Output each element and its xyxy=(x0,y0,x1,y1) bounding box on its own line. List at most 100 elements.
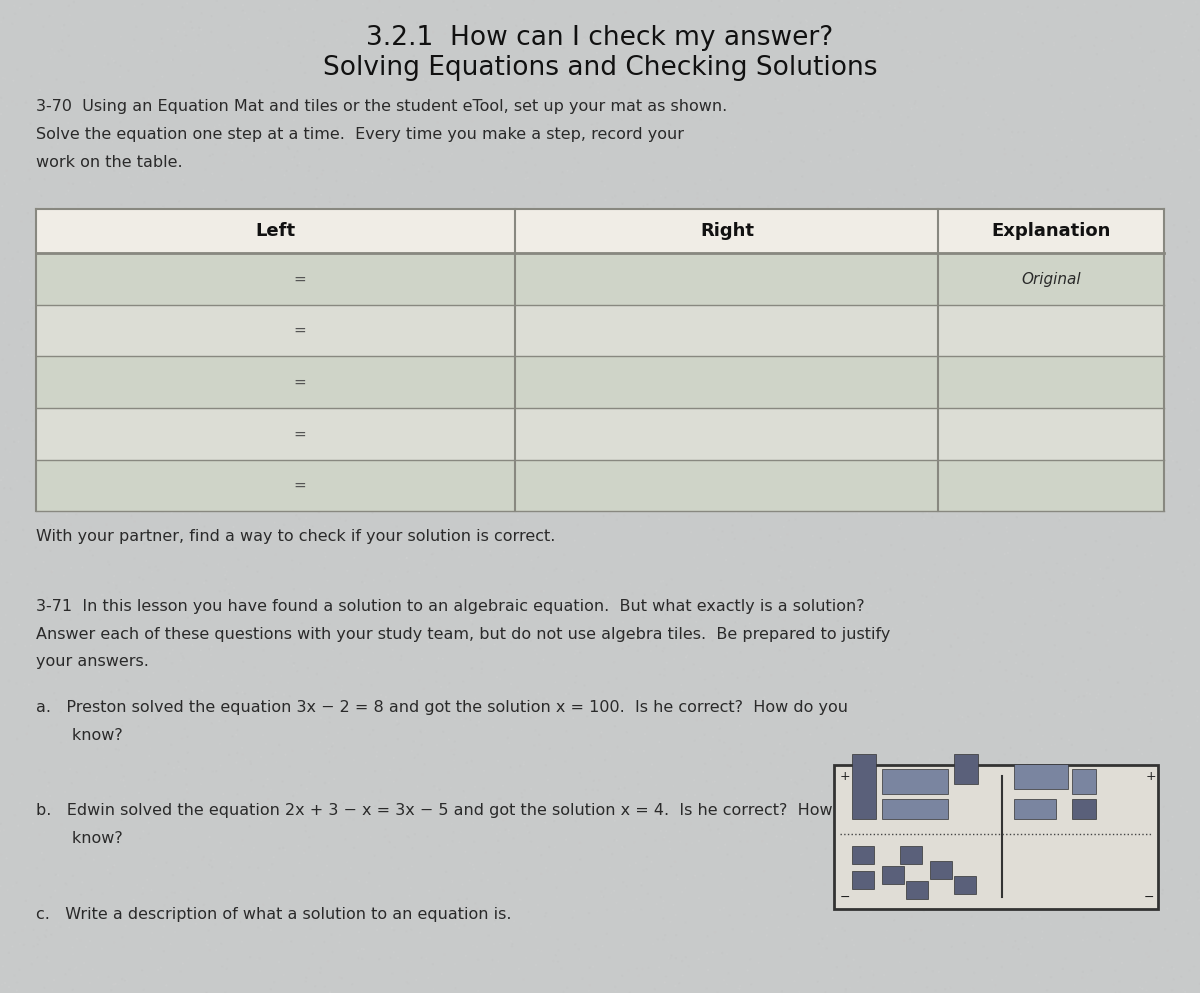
Point xyxy=(688,537,707,553)
Point xyxy=(1079,103,1098,119)
Point xyxy=(775,643,794,659)
Point xyxy=(113,232,132,248)
Point xyxy=(1013,911,1032,926)
Point xyxy=(430,611,449,627)
Point xyxy=(959,598,978,614)
Point xyxy=(44,685,64,701)
Point xyxy=(367,420,386,436)
Point xyxy=(239,452,258,468)
Point xyxy=(1093,400,1112,416)
Point xyxy=(1159,488,1178,503)
Point xyxy=(686,430,706,446)
Point xyxy=(365,530,384,546)
Point xyxy=(326,355,346,370)
Point xyxy=(838,38,857,54)
Point xyxy=(1088,663,1108,679)
Point xyxy=(1080,391,1099,407)
Point xyxy=(322,926,341,942)
Point xyxy=(40,8,59,24)
Point xyxy=(1180,404,1199,420)
Point xyxy=(156,324,175,340)
Point xyxy=(534,77,553,93)
Point xyxy=(35,171,54,187)
Point xyxy=(263,337,282,353)
Point xyxy=(1067,36,1086,52)
Point xyxy=(1034,391,1054,407)
Point xyxy=(78,589,97,605)
Point xyxy=(214,876,233,892)
Point xyxy=(588,115,607,131)
Point xyxy=(587,318,606,334)
Point xyxy=(756,67,775,82)
Point xyxy=(642,757,661,773)
Point xyxy=(787,252,806,268)
Point xyxy=(511,606,530,622)
Point xyxy=(132,559,151,575)
Point xyxy=(898,726,917,742)
Point xyxy=(803,207,822,222)
Point xyxy=(850,216,869,232)
Point xyxy=(840,534,859,550)
Point xyxy=(740,203,760,218)
Point xyxy=(90,288,109,304)
Point xyxy=(560,119,580,135)
Point xyxy=(439,765,458,780)
Point xyxy=(1114,133,1133,149)
Point xyxy=(397,550,416,566)
Point xyxy=(246,110,265,126)
Point xyxy=(116,918,136,933)
Point xyxy=(668,926,688,942)
Point xyxy=(919,261,938,277)
Point xyxy=(786,511,805,527)
Point xyxy=(708,821,727,837)
Point xyxy=(52,458,71,474)
Point xyxy=(659,492,678,507)
Point xyxy=(233,591,252,607)
Point xyxy=(618,821,637,837)
Point xyxy=(137,726,156,742)
Point xyxy=(272,162,292,178)
Point xyxy=(1169,557,1188,573)
Point xyxy=(521,916,540,931)
Point xyxy=(191,658,210,674)
Point xyxy=(103,575,122,591)
Point xyxy=(1073,368,1092,384)
Point xyxy=(536,392,556,408)
Point xyxy=(925,285,944,301)
Point xyxy=(848,179,868,195)
Point xyxy=(924,579,943,595)
Point xyxy=(467,192,486,208)
Point xyxy=(252,248,271,264)
Point xyxy=(328,499,347,515)
Point xyxy=(732,424,751,440)
Point xyxy=(194,897,214,913)
Point xyxy=(320,62,340,77)
Point xyxy=(958,777,977,792)
Point xyxy=(1117,213,1136,228)
Point xyxy=(630,689,649,705)
Point xyxy=(998,565,1018,581)
Point xyxy=(102,51,121,67)
Point xyxy=(1024,268,1043,284)
Point xyxy=(1082,764,1102,780)
Point xyxy=(1091,561,1110,577)
Point xyxy=(1146,495,1165,510)
Point xyxy=(164,291,184,307)
Point xyxy=(139,468,158,484)
Point xyxy=(218,367,238,383)
Point xyxy=(361,634,380,649)
Point xyxy=(400,69,419,84)
Point xyxy=(814,184,833,200)
Point xyxy=(938,918,958,933)
Point xyxy=(665,198,684,213)
Point xyxy=(929,964,948,980)
Point xyxy=(28,148,47,164)
Point xyxy=(1073,338,1092,354)
Point xyxy=(604,264,623,280)
Point xyxy=(666,291,685,307)
Point xyxy=(1081,722,1100,738)
Point xyxy=(293,545,312,561)
Point xyxy=(71,630,90,645)
Point xyxy=(1162,288,1181,304)
Point xyxy=(445,956,464,972)
